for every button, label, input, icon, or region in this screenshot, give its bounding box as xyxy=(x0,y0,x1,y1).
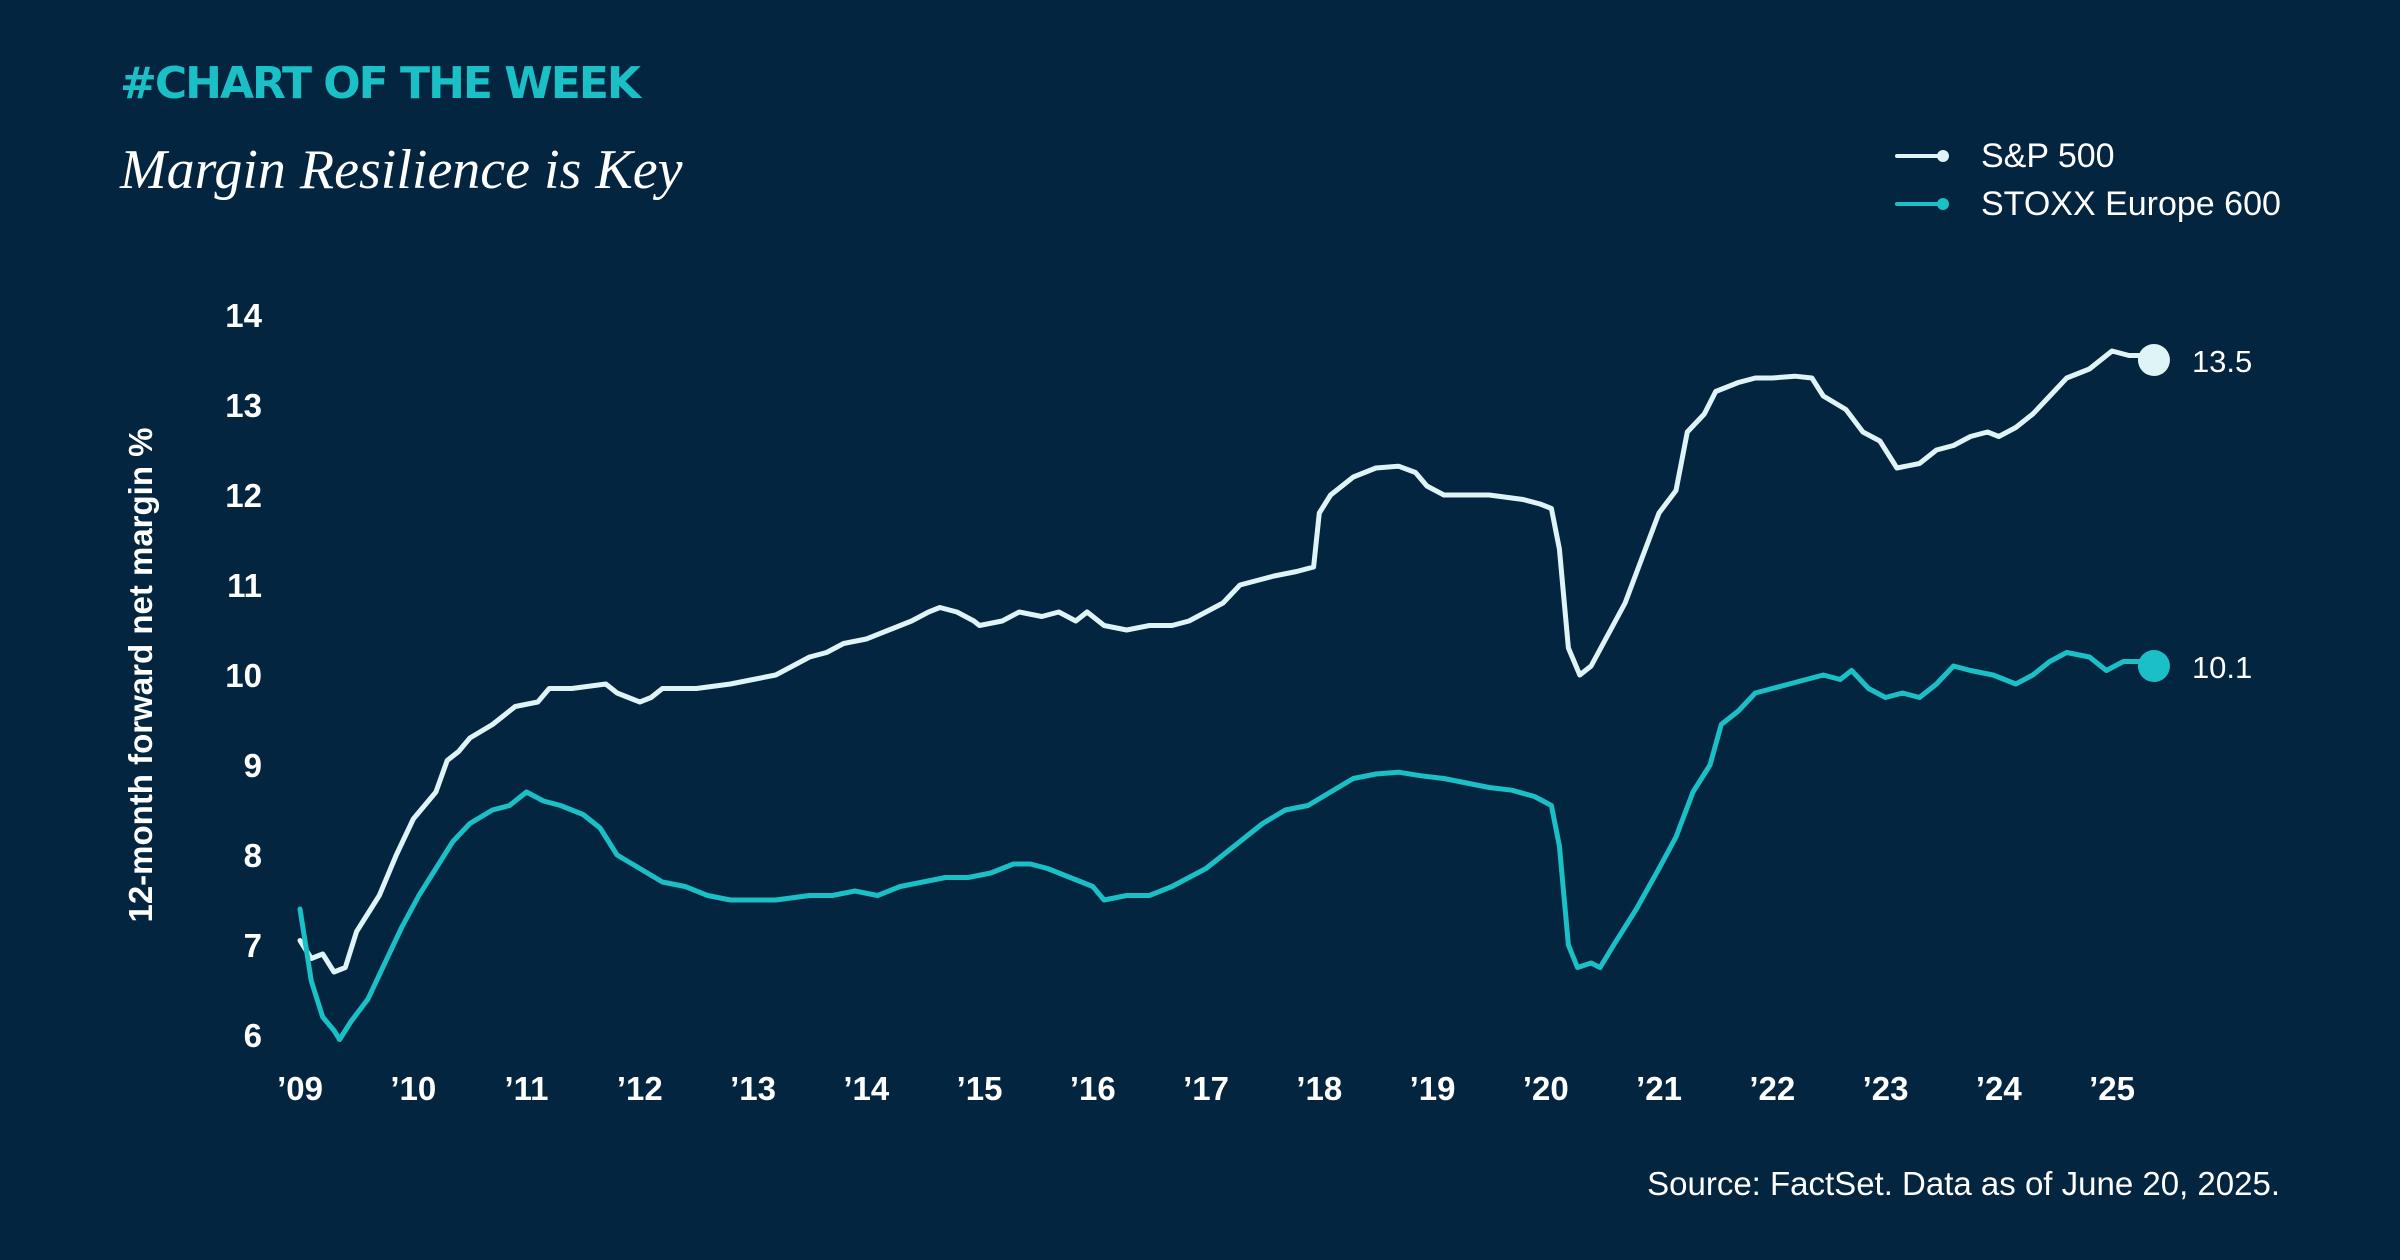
y-tick-label: 12 xyxy=(225,477,262,514)
x-tick-label: ’18 xyxy=(1296,1070,1342,1107)
y-axis-title: 12-month forward net margin % xyxy=(122,427,159,922)
x-tick-label: ’13 xyxy=(730,1070,776,1107)
x-tick-label: ’21 xyxy=(1636,1070,1682,1107)
legend-dot-sp500-icon xyxy=(1937,150,1949,162)
x-tick-label: ’11 xyxy=(504,1070,548,1107)
x-tick-label: ’14 xyxy=(843,1070,890,1107)
x-tick-label: ’16 xyxy=(1070,1070,1116,1107)
y-tick-label: 8 xyxy=(244,837,262,874)
x-tick-label: ’09 xyxy=(277,1070,323,1107)
x-tick-label: ’20 xyxy=(1523,1070,1569,1107)
legend-line-stoxx600-icon xyxy=(1895,202,1943,206)
x-tick-label: ’15 xyxy=(957,1070,1003,1107)
x-tick-label: ’25 xyxy=(2089,1070,2135,1107)
legend-label-sp500: S&P 500 xyxy=(1981,137,2115,175)
chart-title: Margin Resilience is Key xyxy=(120,139,683,201)
y-axis: 6 7 8 9 10 11 12 13 14 xyxy=(225,297,262,1054)
x-tick-label: ’12 xyxy=(617,1070,663,1107)
legend-line-sp500-icon xyxy=(1895,154,1943,158)
x-tick-label: ’17 xyxy=(1183,1070,1229,1107)
x-axis: ’09 ’10 ’11 ’12 ’13 ’14 ’15 ’16 ’17 ’18 ’19 ’20 ’21 ’… xyxy=(277,1070,2135,1107)
x-tick-label: ’19 xyxy=(1410,1070,1456,1107)
y-tick-label: 10 xyxy=(225,657,262,694)
source-note: Source: FactSet. Data as of June 20, 202… xyxy=(1647,1165,2280,1202)
legend-label-stoxx600: STOXX Europe 600 xyxy=(1981,185,2281,223)
y-tick-label: 14 xyxy=(225,297,262,334)
end-value-label-stoxx600: 10.1 xyxy=(2192,650,2252,685)
series-layer: 13.5 10.1 xyxy=(297,344,2252,1042)
series-endpoint-sp500 xyxy=(2137,344,2170,376)
x-tick-label: ’24 xyxy=(1976,1070,2023,1107)
y-tick-label: 11 xyxy=(227,567,262,604)
x-tick-label: ’10 xyxy=(390,1070,436,1107)
series-line-stoxx600 xyxy=(297,650,2157,1042)
kicker-label: #CHART OF THE WEEK xyxy=(120,58,641,109)
y-tick-label: 9 xyxy=(244,747,262,784)
y-tick-label: 7 xyxy=(244,927,262,964)
series-line-sp500 xyxy=(297,348,2157,975)
x-tick-label: ’22 xyxy=(1749,1070,1795,1107)
x-tick-label: ’23 xyxy=(1863,1070,1909,1107)
legend-dot-stoxx600-icon xyxy=(1937,198,1949,210)
y-tick-label: 13 xyxy=(225,387,262,424)
series-endpoint-stoxx600 xyxy=(2137,650,2170,682)
end-value-label-sp500: 13.5 xyxy=(2192,344,2252,379)
y-tick-label: 6 xyxy=(244,1017,262,1054)
